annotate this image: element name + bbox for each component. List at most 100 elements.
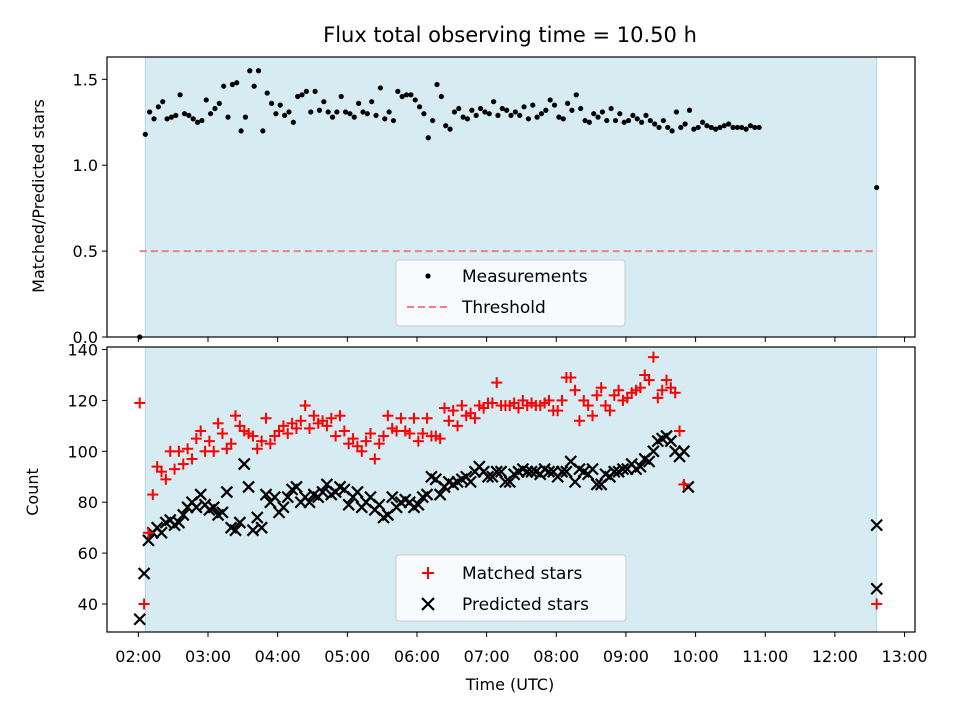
measurement-point <box>499 105 505 112</box>
predicted-star-stroke <box>573 462 586 476</box>
matched-star-point <box>138 598 150 610</box>
measurement-point <box>560 116 566 122</box>
figure-title: Flux total observing time = 10.50 h <box>323 23 697 47</box>
matched-star-point <box>634 382 646 394</box>
predicted-star-stroke <box>351 485 364 499</box>
matched-star-point <box>552 405 564 417</box>
measurement-point <box>421 111 427 117</box>
measurement-point <box>308 109 314 115</box>
predicted-star-stroke <box>268 490 281 504</box>
measurement-point <box>390 117 397 124</box>
predicted-star-stroke <box>399 493 412 506</box>
matched-star-point <box>369 453 381 465</box>
matched-star-point <box>469 412 481 424</box>
measurement-point <box>612 117 619 124</box>
predicted-star-stroke <box>677 445 691 458</box>
matched-star-point <box>378 430 390 442</box>
predicted-star-stroke <box>494 465 508 478</box>
measurement-point <box>386 109 392 115</box>
predicted-star-point <box>229 523 242 537</box>
legend-measurements-label: Measurements <box>462 267 588 287</box>
count-panel: 40 60 80 100 120 140 02:00 03:00 04:00 05:00 06:0… <box>23 341 928 694</box>
predicted-star-stroke <box>647 445 660 458</box>
measurement-point <box>264 90 270 96</box>
x-tick-label: 09:00 <box>603 647 649 666</box>
legend-measurements-marker <box>425 273 431 279</box>
measurement-point <box>721 123 727 129</box>
predicted-star-stroke <box>599 467 612 481</box>
measurement-point <box>208 111 214 117</box>
measurement-point <box>656 124 662 131</box>
measurement-point <box>316 107 323 113</box>
matched-star-point <box>373 438 385 450</box>
matched-star-point <box>299 400 311 412</box>
count-legend: Matched stars Predicted stars <box>395 554 627 622</box>
measurement-point <box>399 93 405 100</box>
predicted-star-point <box>259 488 273 501</box>
measurement-point <box>578 105 584 112</box>
measurement-point <box>177 92 183 98</box>
measurement-point <box>273 111 279 117</box>
measurement-point <box>743 126 749 132</box>
predicted-star-stroke <box>464 475 477 489</box>
measurement-point <box>464 116 471 122</box>
matched-star-point <box>364 428 376 440</box>
measurement-point <box>416 104 423 110</box>
predicted-star-stroke <box>224 521 238 534</box>
y-tick-label: 60 <box>78 544 98 563</box>
measurement-point <box>186 112 192 119</box>
predicted-star-point <box>137 567 151 580</box>
matched-star-point <box>452 420 464 432</box>
measurement-point <box>486 111 492 117</box>
measurement-point <box>582 117 588 124</box>
predicted-star-point <box>351 485 364 499</box>
predicted-star-point <box>277 501 290 514</box>
matched-star-point <box>678 478 690 490</box>
matched-star-point <box>212 417 224 429</box>
measurement-point <box>325 109 331 115</box>
matched-star-point <box>569 384 581 396</box>
x-tick-label: 12:00 <box>812 647 858 666</box>
predicted-star-stroke <box>481 470 495 484</box>
predicted-star-stroke <box>590 478 604 491</box>
measurement-point <box>752 124 758 131</box>
predicted-star-point <box>607 465 621 478</box>
measurement-point <box>726 121 732 127</box>
matched-star-point <box>225 438 237 450</box>
count-y-axis-label: Count <box>23 468 42 516</box>
measurement-point <box>673 109 680 115</box>
legend-matched-label: Matched stars <box>462 564 582 584</box>
measurement-point <box>551 102 558 108</box>
matched-star-point <box>356 445 368 457</box>
measurement-point <box>247 68 253 74</box>
measurement-point <box>434 81 440 88</box>
matched-star-point <box>282 428 294 440</box>
measurement-point <box>634 116 640 122</box>
measurement-point <box>691 126 697 132</box>
measurement-point <box>268 100 275 106</box>
matched-star-point <box>304 422 316 434</box>
predicted-star-stroke <box>516 462 530 476</box>
measurement-point <box>160 99 166 105</box>
predicted-star-point <box>412 498 425 512</box>
x-tick-label: 03:00 <box>185 647 231 666</box>
measurement-point <box>713 126 719 132</box>
measurement-point <box>364 111 370 117</box>
measurement-point <box>277 102 283 108</box>
measurement-point <box>525 116 532 122</box>
matched-star-point <box>142 527 154 539</box>
matched-star-point <box>216 428 228 440</box>
matched-star-point <box>290 422 302 434</box>
predicted-star-stroke <box>133 612 147 626</box>
matched-star-point <box>230 410 242 422</box>
legend-matched-marker <box>422 567 434 579</box>
matched-star-point <box>360 435 372 447</box>
predicted-star-stroke <box>216 506 229 519</box>
matched-star-point <box>277 420 289 432</box>
measurement-point <box>403 92 410 98</box>
measurement-point <box>630 112 636 119</box>
x-tick-label: 11:00 <box>742 647 788 666</box>
ratio-panel: 0.0 0.5 1.0 1.5 Matched/Predicted stars Mea… <box>29 56 916 347</box>
predicted-star-stroke <box>342 498 355 512</box>
measurement-point <box>569 107 575 113</box>
